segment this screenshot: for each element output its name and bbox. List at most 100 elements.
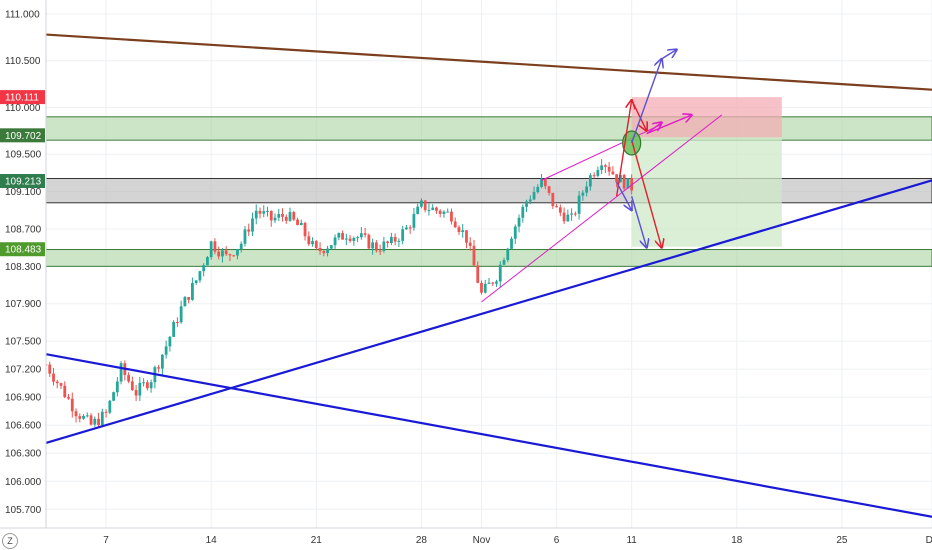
candle-body (97, 418, 100, 426)
candle-body (314, 241, 318, 248)
candle-body (528, 199, 532, 202)
candle-body (142, 382, 146, 384)
price-tag-box (0, 90, 45, 105)
candle-body (389, 236, 393, 244)
trendlines[interactable] (45, 33, 932, 518)
candle-body (596, 170, 600, 176)
candle-body (273, 217, 277, 221)
price-axis[interactable]: 111.000 110.500 110.000 109.500 109.100 108.7… (0, 0, 47, 528)
candle-body (506, 248, 510, 261)
time-axis[interactable]: 7 14 21 28 Nov 6 11 18 25 De (0, 527, 932, 550)
arrow-purple-down-1 (616, 181, 632, 210)
candle-body (337, 233, 341, 238)
candle-body (581, 192, 585, 196)
candle-body (82, 415, 85, 419)
price-tick-label: 106.000 (5, 477, 42, 488)
candle-body (412, 213, 416, 228)
candle-body (401, 229, 405, 241)
candle-body (427, 209, 431, 211)
candle-body (348, 238, 352, 241)
candle-body (149, 382, 153, 389)
arrow-red-down-1 (631, 99, 647, 131)
time-axis-bg (46, 528, 932, 550)
candle-body (292, 212, 296, 220)
candle-body (281, 213, 284, 217)
candle-body (224, 250, 228, 255)
candle-body (326, 248, 329, 254)
candle-body (329, 245, 333, 249)
candle-body (172, 321, 176, 337)
candle-body (525, 201, 528, 207)
candle-body (115, 381, 119, 393)
candle-body (296, 219, 299, 226)
candle-body (112, 392, 115, 401)
candle-body (543, 178, 547, 187)
candle-body (55, 381, 59, 384)
ascending-support (45, 179, 932, 445)
candle-body (269, 210, 273, 221)
candle-body (435, 207, 438, 211)
candle-body (367, 234, 371, 249)
price-tick-label: 107.500 (5, 337, 42, 348)
candle-body (247, 229, 251, 232)
candle-body (202, 265, 206, 272)
candle-body (386, 241, 390, 244)
candle-body (119, 363, 123, 382)
candle-body (378, 250, 382, 252)
descending-support (45, 353, 932, 518)
candle-body (232, 255, 236, 257)
channel-upper (541, 123, 662, 181)
take-profit-area (631, 137, 782, 247)
candle-body (206, 257, 209, 266)
candle-body (356, 237, 360, 239)
candle-body (93, 418, 97, 425)
arrow-purple-up-1 (631, 59, 662, 144)
time-tick-label: 25 (836, 535, 848, 546)
candle-body (615, 174, 619, 183)
candle-body (104, 411, 108, 413)
candle-body (221, 250, 224, 257)
candle-body (277, 213, 281, 218)
candle-body (59, 383, 63, 386)
candle-body (254, 210, 258, 219)
candle-body (603, 165, 607, 167)
candle-body (138, 382, 142, 396)
candle-body (555, 206, 558, 208)
candle-body (145, 382, 149, 389)
annotations[interactable] (615, 50, 692, 248)
candle-body (630, 178, 634, 191)
candle-body (438, 210, 442, 214)
candle-body (307, 236, 311, 245)
price-tick-label: 106.600 (5, 421, 42, 432)
price-tag-box (0, 174, 45, 189)
price-tick-label: 107.200 (5, 365, 42, 376)
candle-body (592, 175, 596, 177)
price-tick-label: 105.700 (5, 505, 42, 516)
timezone-button[interactable]: Z (2, 533, 18, 549)
candle-body (513, 226, 517, 239)
candle-body (483, 283, 487, 293)
candle-body (566, 214, 570, 222)
candle-body (517, 217, 521, 227)
candle-body (536, 186, 540, 193)
candle-body (318, 247, 322, 252)
price-tag-label: 108.483 (5, 245, 42, 256)
short-position-tool[interactable] (631, 97, 782, 247)
candle-body (191, 283, 194, 300)
long-descending-resistance (45, 33, 932, 91)
candle-body (251, 218, 254, 232)
candle-body (416, 206, 420, 214)
candle-body (322, 251, 326, 254)
candle-body (577, 195, 581, 214)
time-tick-label: 11 (626, 535, 637, 546)
candle-body (461, 230, 465, 233)
candle-body (607, 166, 611, 172)
candle-body (311, 241, 314, 245)
candle-body (588, 175, 592, 187)
candle-body (626, 178, 630, 189)
price-tick-label: 109.500 (5, 150, 42, 161)
candle-body (510, 238, 513, 249)
candle-body (127, 375, 130, 382)
candle-body (618, 175, 622, 183)
